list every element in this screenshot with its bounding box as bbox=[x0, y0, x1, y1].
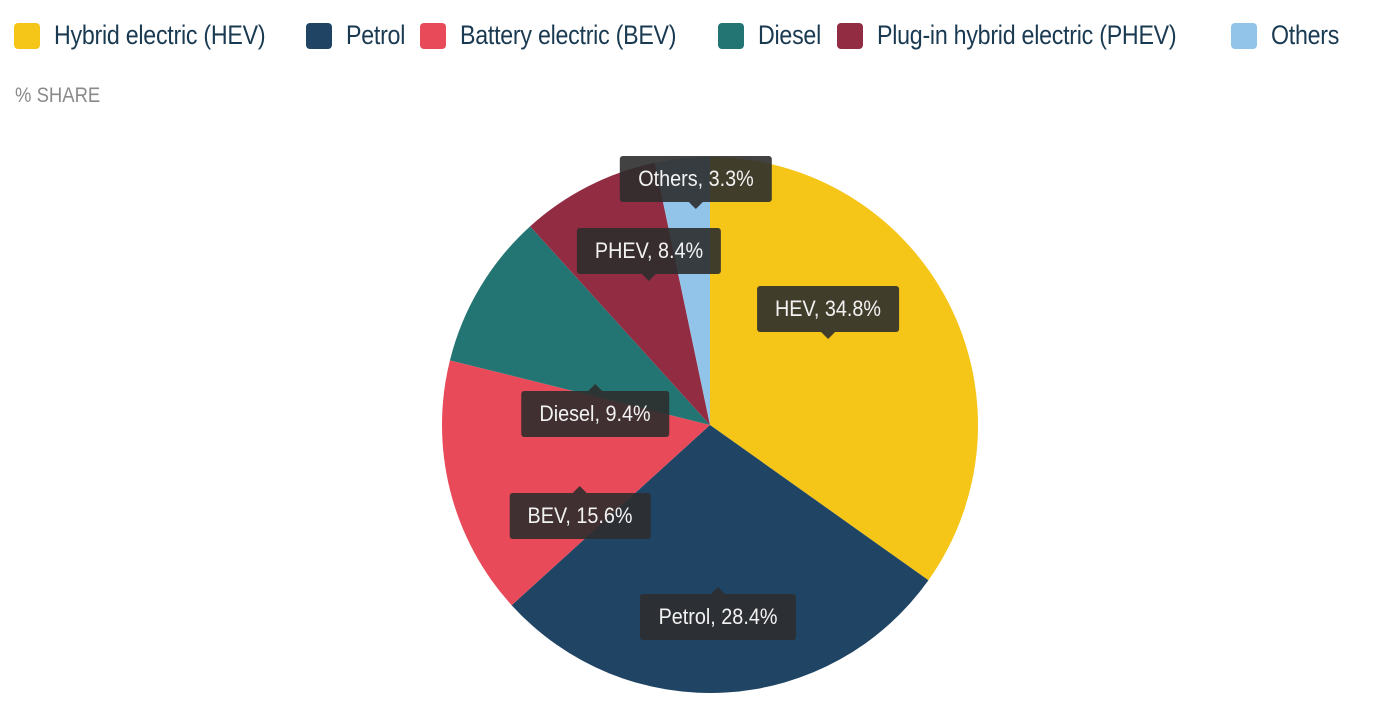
legend-swatch-icon bbox=[837, 22, 864, 49]
legend-swatch-icon bbox=[14, 22, 40, 49]
legend-item[interactable]: Plug-in hybrid electric (PHEV) bbox=[837, 20, 1209, 51]
slice-label-text: BEV, 15.6% bbox=[527, 503, 633, 528]
slice-label: BEV, 15.6% bbox=[509, 486, 651, 539]
legend-item[interactable]: Others bbox=[1231, 20, 1340, 51]
legend-label: Battery electric (BEV) bbox=[460, 20, 677, 50]
slice-label-text: PHEV, 8.4% bbox=[594, 238, 704, 263]
slice-label: Others, 3.3% bbox=[619, 156, 773, 209]
slice-label-text: HEV, 34.8% bbox=[774, 296, 882, 321]
legend-label: Hybrid electric (HEV) bbox=[54, 20, 266, 50]
legend-swatch-icon bbox=[420, 22, 447, 49]
slice-label-text: Diesel, 9.4% bbox=[539, 401, 651, 426]
legend-item[interactable]: Petrol bbox=[305, 20, 405, 51]
slice-label-text: Others, 3.3% bbox=[638, 166, 754, 191]
slice-label: PHEV, 8.4% bbox=[576, 228, 722, 281]
legend-item[interactable]: Battery electric (BEV) bbox=[420, 20, 695, 51]
pie-slice-petrol[interactable] bbox=[511, 425, 929, 693]
legend-item[interactable]: Diesel bbox=[717, 20, 821, 51]
legend-swatch-icon bbox=[1231, 22, 1258, 49]
slice-label-text: Petrol, 28.4% bbox=[658, 604, 778, 629]
legend-label: Plug-in hybrid electric (PHEV) bbox=[877, 20, 1177, 50]
pie-slice-diesel[interactable] bbox=[449, 226, 710, 425]
legend-label: Diesel bbox=[757, 20, 821, 50]
legend-swatch-icon bbox=[717, 22, 744, 49]
legend-item[interactable]: Hybrid electric (HEV) bbox=[14, 20, 284, 51]
legend-swatch-icon bbox=[305, 22, 332, 49]
legend-label: Petrol bbox=[345, 20, 405, 50]
slice-label: HEV, 34.8% bbox=[757, 286, 899, 339]
pie-slice-others[interactable] bbox=[654, 157, 710, 425]
slice-label: Petrol, 28.4% bbox=[639, 587, 797, 640]
y-axis-label: % SHARE bbox=[15, 84, 101, 107]
slice-label: Diesel, 9.4% bbox=[521, 384, 669, 437]
chart-legend: Hybrid electric (HEV) Petrol Battery elect… bbox=[14, 20, 1357, 51]
pie-slice-hev[interactable] bbox=[710, 157, 978, 581]
legend-label: Others bbox=[1271, 20, 1340, 50]
